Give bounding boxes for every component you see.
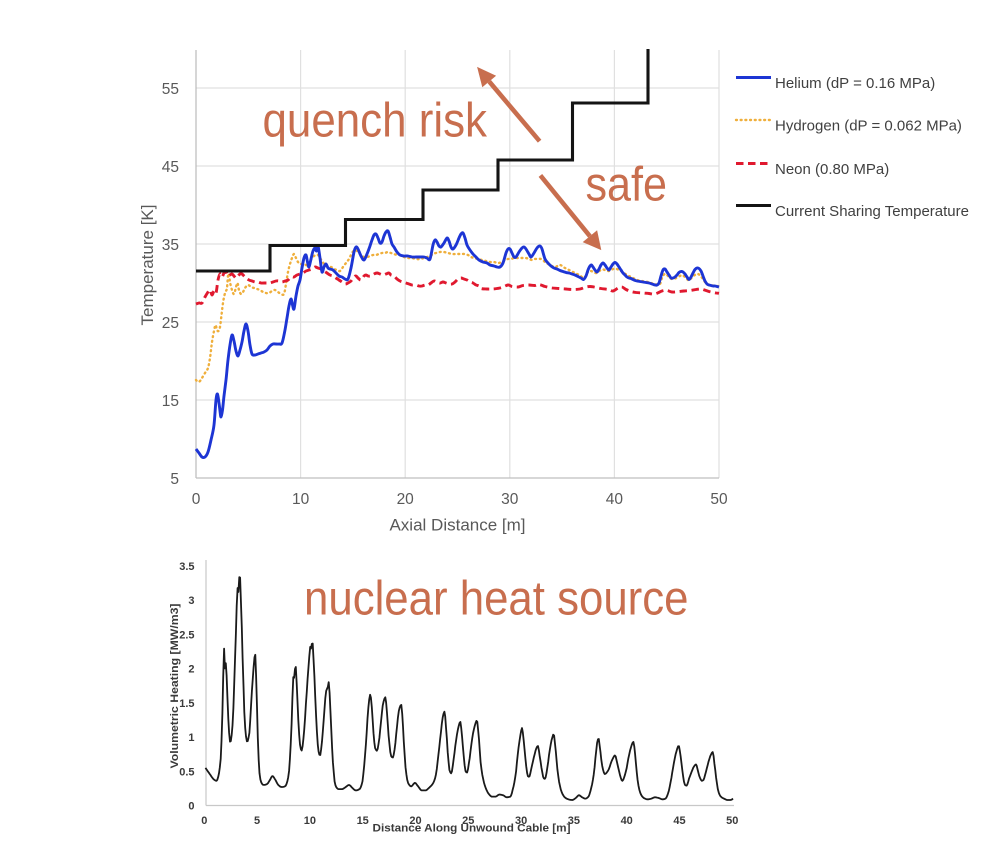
svg-text:40: 40 — [621, 815, 633, 827]
svg-text:Axial Distance [m]: Axial Distance [m] — [389, 516, 525, 535]
svg-text:35: 35 — [162, 237, 179, 254]
svg-text:Hydrogen (dP = 0.062 MPa): Hydrogen (dP = 0.062 MPa) — [775, 118, 962, 135]
svg-text:50: 50 — [710, 491, 728, 508]
svg-text:10: 10 — [292, 491, 310, 508]
svg-text:20: 20 — [409, 815, 421, 827]
svg-text:1: 1 — [188, 732, 194, 744]
svg-text:quench risk: quench risk — [263, 95, 488, 148]
svg-text:20: 20 — [397, 491, 415, 508]
svg-text:5: 5 — [170, 471, 179, 488]
svg-text:5: 5 — [254, 815, 260, 827]
svg-text:2.5: 2.5 — [179, 629, 194, 641]
svg-text:40: 40 — [606, 491, 624, 508]
svg-text:50: 50 — [726, 815, 738, 827]
svg-text:0: 0 — [201, 815, 207, 827]
svg-text:30: 30 — [501, 491, 519, 508]
svg-text:45: 45 — [673, 815, 685, 827]
svg-text:Helium (dP = 0.16 MPa): Helium (dP = 0.16 MPa) — [775, 75, 935, 92]
svg-text:45: 45 — [162, 159, 179, 176]
svg-text:15: 15 — [357, 815, 369, 827]
svg-text:25: 25 — [162, 315, 179, 332]
svg-text:Neon (0.80 MPa): Neon (0.80 MPa) — [775, 161, 889, 178]
svg-text:35: 35 — [568, 815, 580, 827]
svg-text:0: 0 — [192, 491, 201, 508]
svg-text:safe: safe — [586, 159, 668, 212]
svg-text:25: 25 — [462, 815, 474, 827]
svg-text:Volumetric Heating [MW/m3]: Volumetric Heating [MW/m3] — [169, 603, 181, 768]
svg-text:10: 10 — [304, 815, 316, 827]
svg-text:3: 3 — [188, 595, 194, 607]
svg-text:2: 2 — [188, 664, 194, 676]
svg-text:0: 0 — [188, 801, 194, 813]
svg-text:55: 55 — [162, 81, 179, 98]
svg-text:Current Sharing Temperature: Current Sharing Temperature — [775, 203, 969, 220]
svg-text:Temperature [K]: Temperature [K] — [138, 205, 157, 326]
svg-text:15: 15 — [162, 393, 179, 410]
svg-text:1.5: 1.5 — [179, 698, 194, 710]
svg-text:Distance Along Unwound Cable [: Distance Along Unwound Cable [m] — [373, 823, 571, 835]
svg-text:nuclear heat source: nuclear heat source — [304, 572, 689, 625]
svg-text:30: 30 — [515, 815, 527, 827]
svg-text:3.5: 3.5 — [179, 561, 194, 573]
svg-text:0.5: 0.5 — [179, 766, 194, 778]
